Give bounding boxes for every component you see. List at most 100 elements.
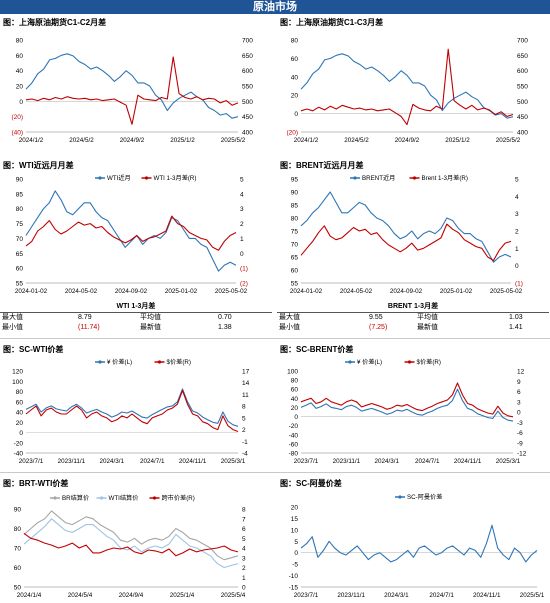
series-line-BR结算价 (23, 510, 239, 561)
legend-marker (53, 496, 57, 500)
y-right-tick-label: 500 (242, 99, 253, 106)
x-tick-label: 2025-05-02 (215, 288, 248, 295)
y-left-tick-label: 100 (287, 369, 298, 376)
y-left-tick-label: 80 (291, 38, 299, 45)
y-left-tick-label: 40 (291, 396, 299, 403)
y-left-tick-label: 40 (16, 68, 24, 75)
legend-marker (99, 496, 104, 500)
y-right-tick-label: (1) (515, 281, 523, 288)
stats-title: WTI 1-3月差 (0, 302, 272, 313)
x-tick-label: 2024/9/2 (120, 137, 145, 144)
y-left-tick-label: 20 (291, 505, 299, 512)
y-right-tick-label: 3 (517, 399, 521, 406)
y-left-tick-label: 40 (291, 74, 299, 81)
y-left-tick-label: 60 (16, 266, 24, 273)
y-left-tick-label: 0 (19, 430, 23, 437)
x-tick-label: 2024-01-02 (15, 288, 48, 295)
x-tick-label: 2023/7/1 (294, 458, 319, 465)
y-left-tick-label: 85 (16, 191, 24, 198)
legend-marker (407, 360, 412, 364)
x-tick-label: 2024/3/1 (384, 592, 409, 599)
y-right-tick-label: -4 (242, 451, 248, 458)
series-line-right (25, 53, 239, 119)
y-right-tick-label: 650 (242, 53, 253, 60)
y-left-tick-label: (40) (11, 130, 23, 137)
y-left-tick-label: 15 (291, 516, 299, 523)
y-right-tick-label: 700 (517, 38, 528, 45)
stats-row: 最大值 9.55 平均值 1.03 (277, 313, 549, 323)
y-left-tick-label: 20 (16, 420, 24, 427)
stats-label: 最新值 (140, 324, 161, 331)
x-tick-label: 2025/3/1 (496, 458, 521, 465)
legend-marker (348, 360, 352, 364)
y-left-tick-label: 80 (16, 206, 24, 213)
y-left-tick-label: 70 (14, 546, 22, 553)
y-right-tick-label: 8 (242, 404, 246, 411)
y-right-tick-label: 450 (517, 114, 528, 121)
x-tick-label: 2024/7/1 (429, 592, 454, 599)
y-left-tick-label: 80 (14, 526, 22, 533)
y-left-tick-label: -20 (14, 440, 24, 447)
stats-value: (11.74) (78, 324, 100, 331)
y-left-tick-label: 80 (16, 38, 24, 45)
series-line-$价差(R) (25, 389, 239, 433)
panel-title-brent-spread: 图：BRENT近远月月差 (280, 161, 364, 170)
y-left-tick-label: 80 (291, 378, 299, 385)
y-right-tick-label: 4 (242, 546, 246, 553)
x-tick-label: 2023/11/1 (337, 592, 365, 599)
legend-marker (98, 176, 102, 180)
section-divider (0, 472, 550, 473)
x-tick-label: 2024-05-02 (65, 288, 98, 295)
x-tick-label: 2024/1/2 (294, 137, 319, 144)
section-divider (0, 338, 550, 339)
y-left-tick-label: 0 (294, 414, 298, 421)
y-left-tick-label: 65 (16, 251, 24, 258)
y-right-tick-label: 0 (240, 251, 244, 258)
chart-sc-wti: 120 100 80 60 40 20 0 -20 -40 17 14 11 8 5 2 -1 -4 2023/7… (12, 358, 249, 465)
y-left-tick-label: 60 (14, 565, 22, 572)
panel-title-sc-brent: 图：SC-BRENT价差 (280, 345, 354, 354)
stats-row: 最大值 8.79 平均值 0.70 (0, 313, 272, 323)
y-left-tick-label: 100 (12, 379, 23, 386)
y-left-tick-label: 80 (291, 216, 299, 223)
stats-value: 1.03 (509, 314, 523, 321)
stats-value: 1.38 (218, 324, 232, 331)
legend-label: 跨市价差(R) (162, 494, 195, 502)
y-right-tick-label: 2 (515, 229, 519, 236)
y-left-tick-label: -80 (289, 451, 299, 458)
x-tick-label: 2024/5/2 (344, 137, 369, 144)
y-left-tick-label: -20 (289, 423, 299, 430)
y-left-tick-label: -10 (289, 573, 299, 580)
chart-brt-wti: 90 80 70 60 50 8 7 6 5 4 3 2 1 0 2024/1/4 2024/5/4 2024/… (14, 494, 246, 599)
y-left-tick-label: 5 (294, 539, 298, 546)
y-left-tick-label: 60 (16, 399, 24, 406)
x-tick-label: 2025/5/2 (221, 137, 246, 144)
x-tick-label: 2024/11/1 (179, 458, 207, 465)
panel-title-brt-wti: 图：BRT-WTI价差 (3, 479, 69, 488)
y-right-tick-label: 7 (242, 516, 246, 523)
legend-marker (98, 360, 102, 364)
y-right-tick-label: 600 (242, 68, 253, 75)
y-right-tick-label: (1) (240, 266, 248, 273)
x-tick-label: 2025/3/1 (221, 458, 246, 465)
stats-label: 最新值 (417, 324, 438, 331)
y-left-tick-label: 50 (14, 585, 22, 592)
stats-value: 8.79 (78, 314, 92, 321)
x-tick-label: 2023/11/1 (58, 458, 86, 465)
y-right-tick-label: 2 (242, 427, 246, 434)
y-left-tick-label: 20 (291, 405, 299, 412)
chart-sc-brent: 100806040200-20-40-60-80129630-3-6-9-122… (287, 358, 527, 465)
x-tick-label: 2024-05-02 (340, 288, 373, 295)
stats-label: 平均值 (417, 314, 438, 321)
y-left-tick-label: 20 (291, 93, 299, 100)
legend-label: $价差(R) (167, 358, 191, 366)
y-left-tick-label: 65 (291, 255, 299, 262)
legend-marker (152, 496, 157, 500)
legend-label: ¥ 价差(L) (107, 358, 132, 366)
x-tick-label: 2024/11/1 (473, 592, 501, 599)
series-line-跨市价差(R) (23, 532, 239, 557)
y-left-tick-label: 60 (16, 53, 24, 60)
y-right-tick-label: 400 (517, 130, 528, 137)
legend-label: SC-阿曼价差 (407, 493, 442, 501)
x-tick-label: 2024/5/2 (69, 137, 94, 144)
